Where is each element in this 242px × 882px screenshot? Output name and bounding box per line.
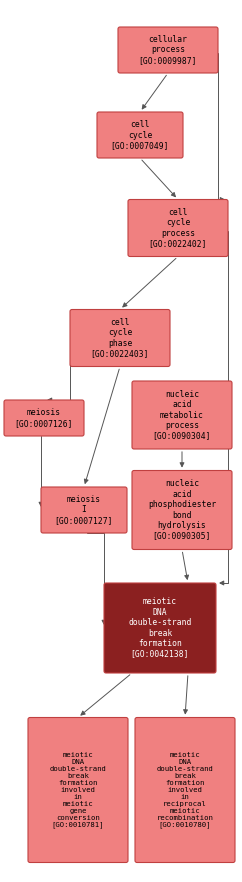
FancyBboxPatch shape <box>128 199 228 257</box>
Text: cell
cycle
phase
[GO:0022403]: cell cycle phase [GO:0022403] <box>91 318 149 358</box>
FancyBboxPatch shape <box>4 400 84 436</box>
Text: nucleic
acid
metabolic
process
[GO:0090304]: nucleic acid metabolic process [GO:00903… <box>153 390 211 440</box>
FancyBboxPatch shape <box>104 583 216 673</box>
Text: cell
cycle
process
[GO:0022402]: cell cycle process [GO:0022402] <box>149 208 207 248</box>
FancyBboxPatch shape <box>118 27 218 73</box>
Text: cell
cycle
[GO:0007049]: cell cycle [GO:0007049] <box>111 120 169 150</box>
FancyBboxPatch shape <box>28 717 128 863</box>
Text: meiotic
DNA
double-strand
break
formation
involved
in
meiotic
gene
conversion
[G: meiotic DNA double-strand break formatio… <box>50 751 106 828</box>
FancyBboxPatch shape <box>97 112 183 158</box>
Text: meiosis
I
[GO:0007127]: meiosis I [GO:0007127] <box>55 495 113 525</box>
Text: nucleic
acid
phosphodiester
bond
hydrolysis
[GO:0090305]: nucleic acid phosphodiester bond hydroly… <box>148 480 216 541</box>
FancyBboxPatch shape <box>132 381 232 449</box>
FancyBboxPatch shape <box>70 310 170 367</box>
FancyBboxPatch shape <box>41 487 127 533</box>
FancyBboxPatch shape <box>135 717 235 863</box>
Text: cellular
process
[GO:0009987]: cellular process [GO:0009987] <box>139 35 197 65</box>
Text: meiosis
[GO:0007126]: meiosis [GO:0007126] <box>15 408 73 428</box>
Text: meiotic
DNA
double-strand
break
formation
involved
in
reciprocal
meiotic
recombi: meiotic DNA double-strand break formatio… <box>157 751 213 828</box>
Text: meiotic
DNA
double-strand
break
formation
[GO:0042138]: meiotic DNA double-strand break formatio… <box>128 597 192 659</box>
FancyBboxPatch shape <box>132 470 232 549</box>
